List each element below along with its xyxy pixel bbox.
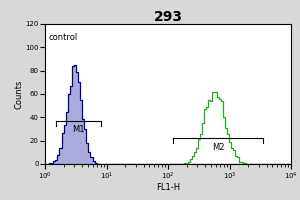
Title: 293: 293 <box>154 10 182 24</box>
X-axis label: FL1-H: FL1-H <box>156 183 180 192</box>
Text: control: control <box>49 33 78 42</box>
Y-axis label: Counts: Counts <box>15 79 24 109</box>
Text: M1: M1 <box>72 126 84 134</box>
Text: M2: M2 <box>212 143 224 152</box>
